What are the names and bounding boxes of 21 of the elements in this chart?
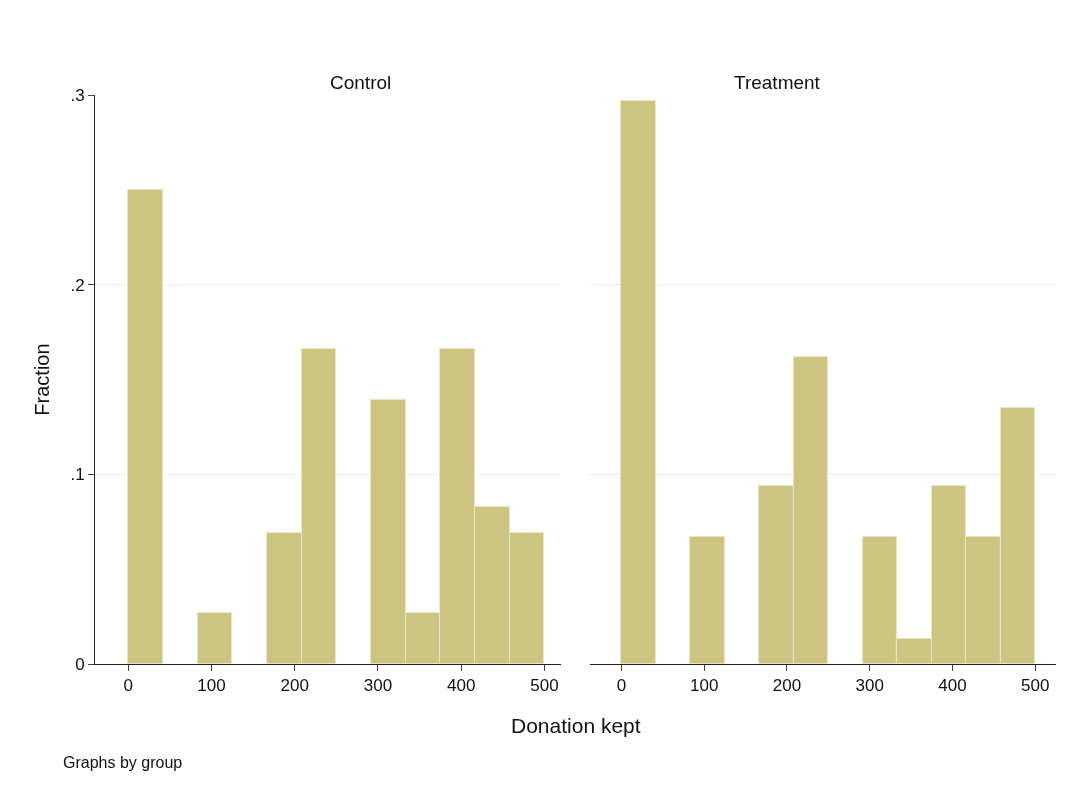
x-tick-label: 200 [280, 676, 309, 696]
chart-title: Control [330, 72, 392, 93]
text: Graphs by group [63, 754, 183, 771]
chart-title: Treatment [734, 72, 821, 93]
x-tick-label: 200 [772, 676, 802, 696]
x-tick-label: 500 [1021, 676, 1050, 696]
x-tick-label: 300 [363, 676, 393, 696]
y-tick-label: .2 [70, 275, 85, 295]
x-tick-label: 500 [530, 676, 559, 696]
x-tick-label: 400 [938, 676, 967, 696]
x-tick-label: 100 [689, 676, 719, 696]
y-tick-label: 0 [75, 654, 85, 674]
x-axis-title: Donation kept [511, 714, 641, 737]
x-tick-label: 400 [447, 676, 476, 696]
y-tick-label: .1 [70, 465, 85, 485]
x-tick-label: 0 [616, 676, 627, 696]
y-tick-label: .3 [70, 85, 85, 105]
y-axis-title: Fraction [30, 343, 53, 416]
x-tick-label: 300 [855, 676, 884, 696]
x-tick-label: 100 [197, 676, 226, 696]
x-tick-label: 0 [123, 676, 134, 696]
